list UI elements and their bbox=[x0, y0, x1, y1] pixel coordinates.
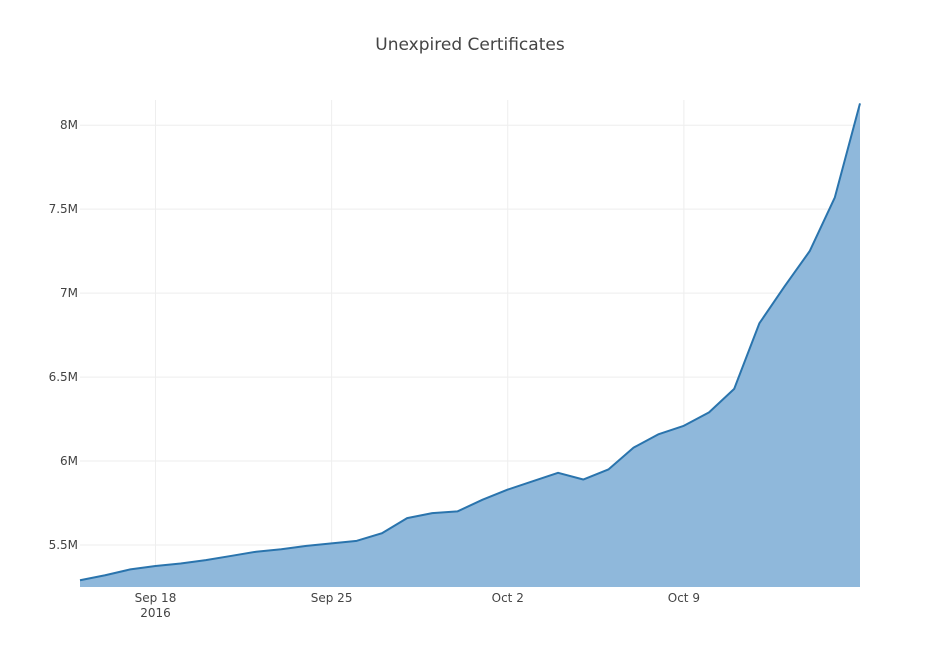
area-fill bbox=[80, 103, 860, 588]
chart-title: Unexpired Certificates bbox=[375, 35, 565, 55]
x-tick-sublabel: 2016 bbox=[140, 606, 171, 620]
y-tick-label: 6.5M bbox=[49, 370, 78, 384]
x-tick-label: Sep 25 bbox=[311, 591, 353, 605]
y-tick-label: 7.5M bbox=[49, 202, 78, 216]
area-layer bbox=[79, 103, 861, 588]
y-tick-label: 6M bbox=[60, 454, 78, 468]
series-line bbox=[79, 103, 861, 582]
x-tick-label: Oct 9 bbox=[668, 591, 700, 605]
y-axis: 5.5M 6M 6.5M 7M 7.5M 8M bbox=[49, 118, 78, 552]
y-tick-label: 8M bbox=[60, 118, 78, 132]
x-tick-label: Sep 18 bbox=[135, 591, 177, 605]
x-tick-label: Oct 2 bbox=[492, 591, 524, 605]
y-tick-label: 5.5M bbox=[49, 538, 78, 552]
y-tick-label: 7M bbox=[60, 286, 78, 300]
